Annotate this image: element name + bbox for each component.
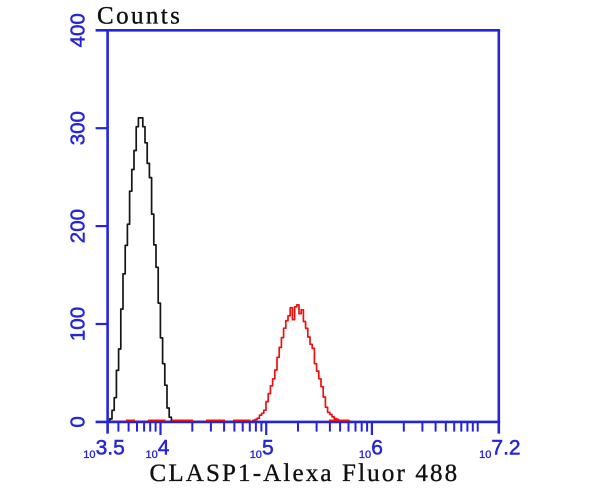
svg-text:106: 106 <box>359 437 383 462</box>
svg-text:105: 105 <box>250 437 274 462</box>
svg-text:CLASP1-Alexa Fluor 488: CLASP1-Alexa Fluor 488 <box>150 460 460 487</box>
svg-text:Counts: Counts <box>97 2 182 29</box>
svg-text:400: 400 <box>67 13 90 47</box>
svg-text:100: 100 <box>67 307 90 341</box>
svg-text:103.5: 103.5 <box>83 437 125 462</box>
svg-text:300: 300 <box>67 111 90 145</box>
svg-text:104: 104 <box>146 437 170 462</box>
svg-text:200: 200 <box>67 209 90 243</box>
svg-text:0: 0 <box>67 416 90 427</box>
svg-text:107.2: 107.2 <box>479 437 521 462</box>
